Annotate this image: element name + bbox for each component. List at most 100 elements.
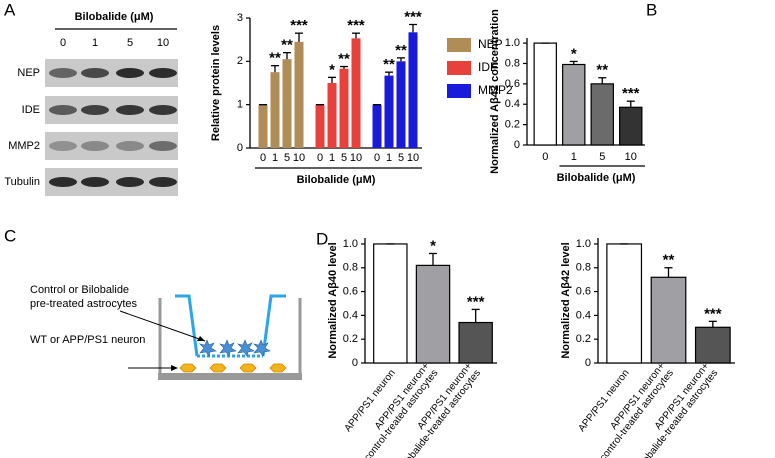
bar bbox=[258, 104, 268, 148]
bar bbox=[650, 276, 687, 364]
diagram-label: pre-treated astrocytes bbox=[30, 298, 137, 310]
x-tick-label: 5 bbox=[284, 152, 290, 164]
band bbox=[81, 68, 109, 78]
band bbox=[81, 141, 109, 151]
arrowhead bbox=[197, 336, 205, 341]
significance: ** bbox=[663, 252, 675, 269]
bar bbox=[270, 72, 280, 148]
bar bbox=[562, 63, 586, 146]
significance: ** bbox=[596, 62, 608, 79]
neuron bbox=[239, 363, 257, 373]
band bbox=[81, 177, 109, 187]
legend-label: NEP bbox=[478, 37, 503, 51]
x-axis-label: Bilobalide (μM) bbox=[557, 172, 636, 184]
y-tick-label: 0.8 bbox=[343, 262, 358, 274]
diagram-label: Control or Bilobalide bbox=[30, 284, 129, 296]
x-tick-label: 0 bbox=[260, 152, 266, 164]
x-tick-label: 0 bbox=[542, 151, 548, 163]
y-tick-label: 0.6 bbox=[576, 285, 591, 297]
significance: * bbox=[329, 61, 335, 78]
bar bbox=[315, 104, 325, 148]
astrocytes bbox=[199, 339, 271, 357]
y-tick-label: 0 bbox=[237, 142, 243, 154]
band bbox=[49, 105, 77, 115]
bar bbox=[351, 38, 361, 148]
x-tick-label: 10 bbox=[625, 151, 637, 163]
significance: *** bbox=[404, 8, 422, 25]
bar bbox=[533, 42, 557, 146]
band bbox=[149, 68, 177, 78]
panel-letter: D bbox=[316, 229, 328, 248]
legend-label: IDE bbox=[478, 60, 498, 74]
y-tick-label: 0.4 bbox=[505, 98, 520, 110]
y-tick-label: 0.8 bbox=[505, 57, 520, 69]
bar bbox=[384, 75, 394, 148]
legend-label: MMP2 bbox=[478, 83, 513, 97]
panel-letter: C bbox=[4, 226, 16, 245]
band bbox=[149, 177, 177, 187]
bar bbox=[327, 83, 337, 148]
blot-title: Bilobalide (μM) bbox=[75, 11, 154, 23]
astrocyte bbox=[199, 339, 217, 357]
significance: ** bbox=[395, 42, 407, 59]
blot: 0 1 5 10 NEP IDE MMP2 Tubulin bbox=[4, 37, 178, 196]
significance: ** bbox=[338, 51, 350, 68]
panel-letter: B bbox=[646, 0, 657, 19]
neurons bbox=[179, 363, 287, 373]
band bbox=[49, 177, 77, 187]
arrowhead bbox=[171, 365, 178, 371]
band bbox=[116, 177, 144, 187]
legend-swatch bbox=[447, 84, 471, 98]
significance: *** bbox=[347, 17, 365, 34]
band bbox=[149, 141, 177, 151]
x-tick-label: 1 bbox=[386, 152, 392, 164]
bar bbox=[373, 243, 408, 364]
bar bbox=[415, 264, 451, 364]
x-tick-label: 1 bbox=[329, 152, 335, 164]
x-tick-label: 10 bbox=[293, 152, 305, 164]
bar bbox=[339, 68, 349, 148]
y-tick-label: 1.0 bbox=[505, 37, 520, 49]
y-tick-label: 0.4 bbox=[576, 309, 591, 321]
y-tick-label: 0 bbox=[352, 357, 358, 369]
insert bbox=[175, 294, 286, 357]
band bbox=[116, 68, 144, 78]
bar bbox=[372, 104, 382, 148]
arrow bbox=[119, 310, 206, 342]
astrocyte bbox=[219, 339, 237, 357]
y-tick-label: 0.2 bbox=[505, 119, 520, 131]
significance: * bbox=[430, 237, 436, 254]
bar bbox=[408, 32, 418, 148]
y-tick-label: 0.8 bbox=[576, 262, 591, 274]
neuron bbox=[269, 363, 287, 373]
x-tick-label: 10 bbox=[350, 152, 362, 164]
row-label: NEP bbox=[17, 67, 40, 79]
lane-label: 1 bbox=[92, 37, 98, 49]
significance: *** bbox=[704, 305, 722, 322]
band bbox=[116, 141, 144, 151]
lane-label: 10 bbox=[157, 37, 169, 49]
well-base bbox=[158, 373, 302, 380]
legend-swatch bbox=[447, 38, 471, 52]
x-tick-label: 5 bbox=[341, 152, 347, 164]
neuron bbox=[179, 363, 197, 373]
x-tick-label: 10 bbox=[407, 152, 419, 164]
y-axis-label: Relative protein levels bbox=[210, 25, 222, 141]
bar bbox=[396, 61, 406, 149]
y-tick-label: 0.6 bbox=[343, 285, 358, 297]
band bbox=[49, 68, 77, 78]
x-tick-label: 1 bbox=[272, 152, 278, 164]
y-tick-label: 1.0 bbox=[576, 238, 591, 250]
y-tick-label: 0.6 bbox=[505, 78, 520, 90]
bar bbox=[458, 321, 493, 364]
bar bbox=[294, 41, 304, 149]
significance: *** bbox=[290, 17, 308, 34]
neuron bbox=[209, 363, 227, 373]
y-tick-label: 0.2 bbox=[576, 333, 591, 345]
bar bbox=[694, 326, 731, 364]
x-tick-label: 0 bbox=[374, 152, 380, 164]
significance: ** bbox=[383, 56, 395, 73]
band bbox=[149, 105, 177, 115]
y-tick-label: 0.4 bbox=[343, 309, 358, 321]
lane-label: 0 bbox=[60, 37, 66, 49]
